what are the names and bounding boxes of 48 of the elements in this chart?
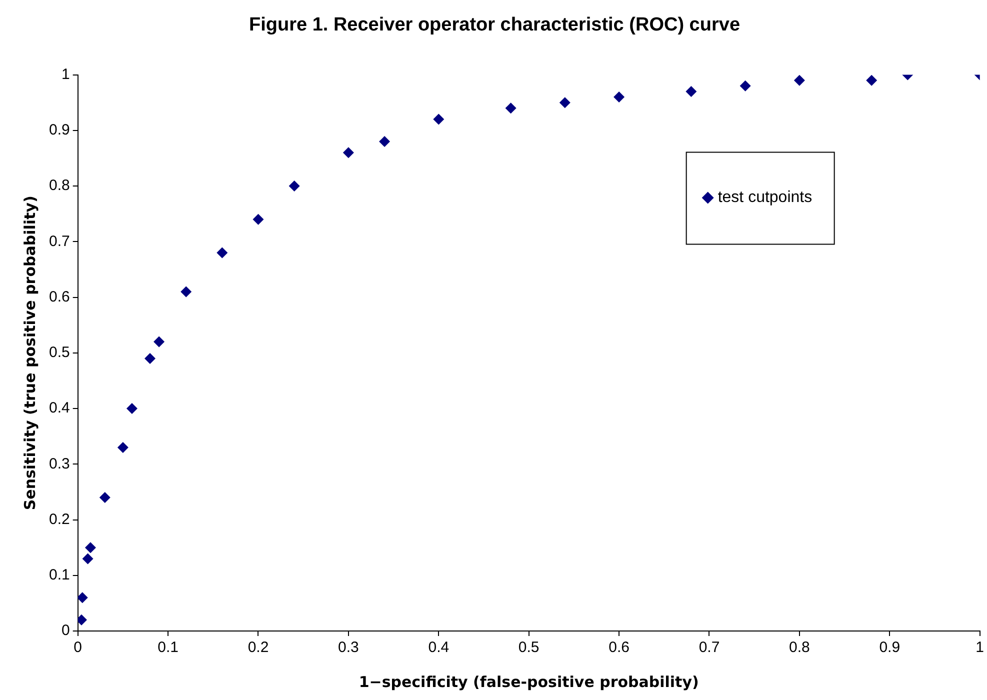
y-tick-label: 0.4 bbox=[48, 400, 70, 417]
point bbox=[794, 74, 805, 86]
x-tick-label: 0.9 bbox=[879, 639, 900, 656]
y-tick-label: 0.3 bbox=[48, 455, 70, 472]
y-tick-label: 0 bbox=[62, 622, 70, 640]
y-tick-label: 0.9 bbox=[48, 122, 70, 139]
point bbox=[117, 442, 128, 453]
point bbox=[144, 352, 156, 364]
point bbox=[180, 286, 192, 298]
point bbox=[614, 92, 625, 103]
x-tick-label: 0.6 bbox=[608, 639, 630, 656]
point bbox=[216, 247, 228, 258]
y-tick-label: 0.7 bbox=[48, 232, 70, 250]
y-tick-label: 0.6 bbox=[48, 288, 70, 306]
x-tick-label: 0.8 bbox=[789, 639, 810, 656]
y-tick-label: 1 bbox=[62, 66, 70, 83]
point bbox=[252, 214, 264, 225]
chart-title: Figure 1. Receiver operator characteristic (ROC) curve bbox=[248, 14, 740, 36]
x-axis-title: 1−specificity (false-positive probability) bbox=[358, 672, 699, 691]
y-tick-label: 0.1 bbox=[48, 566, 70, 584]
point bbox=[99, 492, 110, 504]
point bbox=[433, 114, 444, 125]
point bbox=[84, 542, 96, 554]
y-tick-label: 0.2 bbox=[48, 510, 70, 528]
x-tick-label: 0 bbox=[74, 639, 82, 656]
x-tick-label: 0.2 bbox=[248, 639, 269, 656]
x-tick-label: 0.7 bbox=[698, 639, 720, 656]
point bbox=[78, 592, 88, 604]
legend-label: test cutpoints bbox=[718, 189, 812, 206]
x-tick-label: 0.3 bbox=[338, 639, 359, 656]
point bbox=[154, 336, 165, 348]
y-tick-label: 0.8 bbox=[48, 177, 70, 194]
y-axis-title: Sensitivity (true positive probability) bbox=[20, 196, 39, 510]
point bbox=[740, 80, 751, 92]
point bbox=[126, 403, 138, 414]
x-tick-label: 0.5 bbox=[518, 639, 540, 656]
point bbox=[559, 97, 570, 108]
x-tick-label: 0.1 bbox=[158, 639, 178, 656]
point bbox=[342, 147, 354, 158]
point bbox=[866, 74, 878, 86]
x-tick-label: 0.4 bbox=[428, 639, 450, 656]
point bbox=[686, 86, 697, 97]
y-tick-label: 0.5 bbox=[48, 344, 70, 362]
point bbox=[288, 180, 300, 192]
point bbox=[505, 102, 516, 114]
point bbox=[379, 136, 390, 148]
x-tick-label: 1 bbox=[976, 639, 984, 656]
point bbox=[82, 553, 94, 564]
